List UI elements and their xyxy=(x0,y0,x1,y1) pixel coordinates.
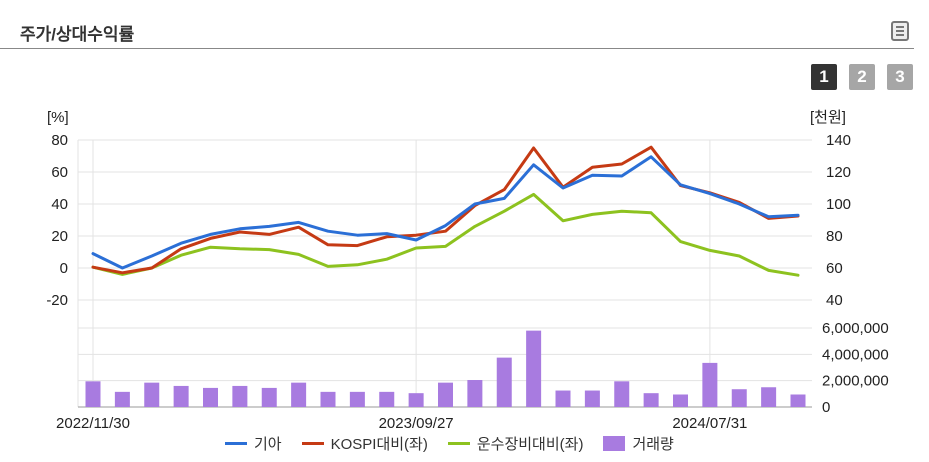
right-tick-label: 40 xyxy=(826,292,843,309)
page-button-3[interactable]: 3 xyxy=(887,64,913,90)
legend-swatch-volume xyxy=(603,436,626,451)
volume-bar xyxy=(584,390,600,407)
volume-bar xyxy=(85,381,101,407)
series-line-0 xyxy=(91,155,800,270)
volume-bar xyxy=(761,387,777,407)
legend-swatch-kospi xyxy=(301,442,324,445)
volume-tick-label: 2,000,000 xyxy=(822,373,889,390)
chart-legend: 기아 KOSPI대비(좌) 운수장비대비(좌) 거래량 xyxy=(225,433,694,454)
left-tick-label: 20 xyxy=(51,228,68,245)
series-line-1 xyxy=(91,145,800,275)
volume-tick-label: 6,000,000 xyxy=(822,320,889,337)
legend-item-volume[interactable]: 거래량 xyxy=(603,433,674,454)
legend-label-kospi: KOSPI대비(좌) xyxy=(330,436,428,453)
grid-lines xyxy=(77,139,812,408)
right-axis-unit: [천원] xyxy=(810,109,846,126)
legend-swatch-transport xyxy=(447,442,470,445)
left-tick-label: 40 xyxy=(51,196,68,213)
series-line-2 xyxy=(91,192,800,277)
volume-bar xyxy=(173,385,189,407)
x-tick-label: 2023/09/27 xyxy=(379,415,454,432)
volume-bar xyxy=(526,330,542,407)
volume-bar xyxy=(438,382,453,407)
left-tick-label: 0 xyxy=(60,260,68,277)
legend-label-volume: 거래량 xyxy=(632,436,674,453)
volume-tick-label: 4,000,000 xyxy=(822,346,889,363)
title-divider xyxy=(0,48,914,49)
legend-item-transport[interactable]: 운수장비대비(좌) xyxy=(447,433,584,454)
legend-item-kospi[interactable]: KOSPI대비(좌) xyxy=(301,433,428,454)
right-tick-label: 80 xyxy=(826,228,843,245)
x-tick-label: 2024/07/31 xyxy=(672,415,747,432)
legend-swatch-kia xyxy=(225,442,247,445)
right-tick-label: 60 xyxy=(826,260,843,277)
page-button-2[interactable]: 2 xyxy=(849,64,875,90)
volume-bar xyxy=(114,391,130,407)
volume-bar xyxy=(673,394,688,407)
list-menu-icon[interactable] xyxy=(891,21,909,41)
volume-bar xyxy=(408,393,424,407)
volume-bars xyxy=(85,330,806,407)
volume-bar xyxy=(467,380,483,407)
legend-label-transport: 운수장비대비(좌) xyxy=(476,436,584,453)
series-lines xyxy=(91,145,800,277)
left-tick-label: -20 xyxy=(46,292,68,309)
left-axis-unit: [%] xyxy=(47,109,69,126)
volume-bar xyxy=(261,387,277,407)
volume-tick-label: 0 xyxy=(822,399,830,416)
volume-bar xyxy=(379,391,395,407)
volume-bar xyxy=(643,393,659,407)
right-tick-label: 140 xyxy=(826,132,851,149)
volume-bar xyxy=(731,389,747,407)
volume-bar xyxy=(614,381,630,407)
volume-bar xyxy=(790,394,806,407)
left-tick-label: 60 xyxy=(51,164,68,181)
volume-bar xyxy=(232,385,248,407)
volume-bar xyxy=(555,390,571,407)
axis-labels: 80 140 60 120 40 100 20 80 0 60 -20 40 [%] [천원] 6,000,… xyxy=(46,109,888,432)
volume-bar xyxy=(702,362,718,407)
page-selector: 1 2 3 xyxy=(811,64,913,90)
volume-bar xyxy=(320,391,336,407)
volume-bar xyxy=(291,382,307,407)
right-tick-label: 100 xyxy=(826,196,851,213)
volume-bar xyxy=(144,382,160,407)
volume-bar xyxy=(349,391,365,407)
left-tick-label: 80 xyxy=(51,132,68,149)
right-tick-label: 120 xyxy=(826,164,851,181)
legend-item-kia[interactable]: 기아 xyxy=(225,433,282,454)
volume-bar xyxy=(203,387,218,407)
legend-label-kia: 기아 xyxy=(254,436,282,453)
x-tick-label: 2022/11/30 xyxy=(56,415,130,432)
page-button-1[interactable]: 1 xyxy=(811,64,837,90)
volume-bar xyxy=(496,357,512,407)
page-title: 주가/상대수익률 xyxy=(20,25,135,44)
